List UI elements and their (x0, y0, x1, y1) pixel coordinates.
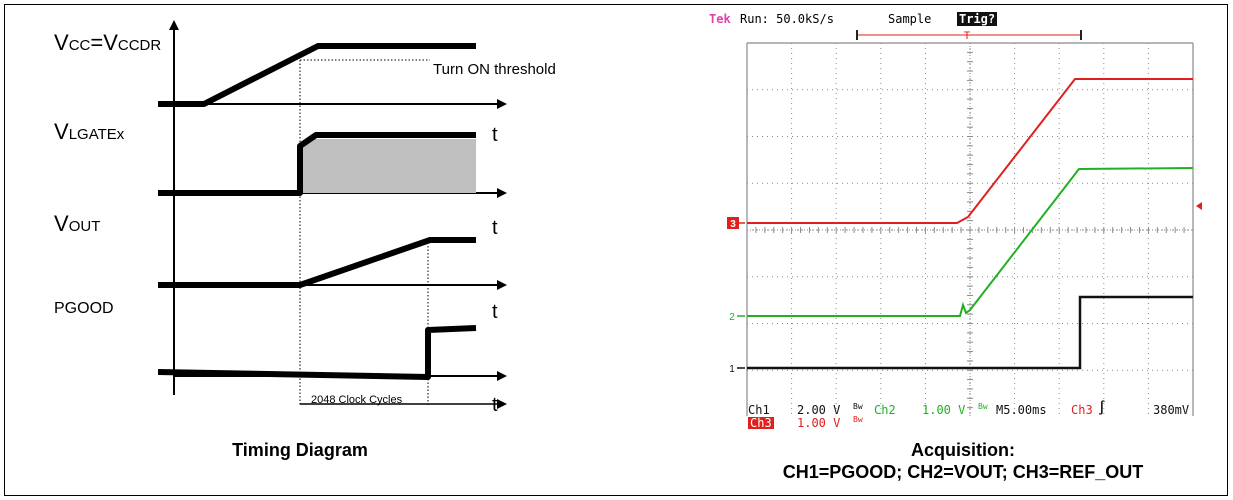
vout-label: VOUT (54, 211, 101, 236)
pgood-waveform (157, 325, 477, 380)
figure-frame (4, 4, 1228, 496)
ch2-marker-label: 2 (729, 312, 735, 323)
vlgate-label: VLGATEx (54, 119, 125, 144)
ch1-pgood-trace (747, 295, 1193, 370)
ch3-bw: Bw (853, 415, 863, 424)
ch3-ref-out-trace (747, 78, 1193, 224)
acquisition-caption-line2: CH1=PGOOD; CH2=VOUT; CH3=REF_OUT (782, 462, 1144, 482)
vcc-waveform (158, 43, 476, 107)
trigger-slope-icon: ∫ (1098, 401, 1106, 416)
pgood-label: PGOOD (54, 300, 114, 317)
timebase: M5.00ms (996, 403, 1047, 417)
vout-waveform (158, 237, 476, 288)
trigger-source: Ch3 (1071, 403, 1093, 417)
ch3-name: Ch3 (748, 416, 774, 430)
turn-on-threshold-label: Turn ON threshold (433, 61, 556, 78)
ch2-scale: 1.00 V (922, 403, 966, 417)
ch3-scale: 1.00 V (797, 416, 841, 430)
acquire-mode: Sample (888, 12, 932, 26)
vlgate-switching-region (300, 139, 476, 193)
oscilloscope-screen: T 3 2 1 (727, 30, 1202, 416)
vlgate-waveform (158, 132, 476, 196)
trigger-level: 380mV (1153, 403, 1190, 417)
graticule (746, 42, 1194, 416)
acquisition-caption-line1: Acquisition: (911, 440, 1015, 460)
t-label-pgood: t (492, 301, 498, 323)
trigger-level-marker (1196, 202, 1202, 210)
t-label-vlgate: t (492, 124, 498, 146)
ch2-name: Ch2 (874, 403, 896, 417)
trigger-status: Trig? (957, 12, 998, 26)
timing-diagram-caption: Timing Diagram (232, 440, 368, 460)
ch3-ground-marker (727, 217, 739, 229)
run-status: Run: 50.0kS/s (740, 12, 834, 26)
ch2-vout-trace (747, 167, 1194, 317)
vcc-label: VCC=VCCDR (54, 30, 162, 55)
ch1-bw: Bw (853, 402, 863, 411)
ch1-name: Ch1 (748, 403, 770, 417)
clock-cycles-label: 2048 Clock Cycles (311, 394, 403, 406)
ch2-bw: Bw (978, 402, 988, 411)
trigger-position-marker: T (964, 30, 971, 42)
ch1-scale: 2.00 V (797, 403, 841, 417)
ch1-marker-label: 1 (729, 364, 735, 375)
timing-diagram (157, 20, 507, 409)
t-label-cycles: t (492, 394, 498, 416)
ch3-marker-label: 3 (730, 219, 736, 230)
t-label-vout: t (492, 217, 498, 239)
tek-logo: Tek (709, 12, 731, 26)
